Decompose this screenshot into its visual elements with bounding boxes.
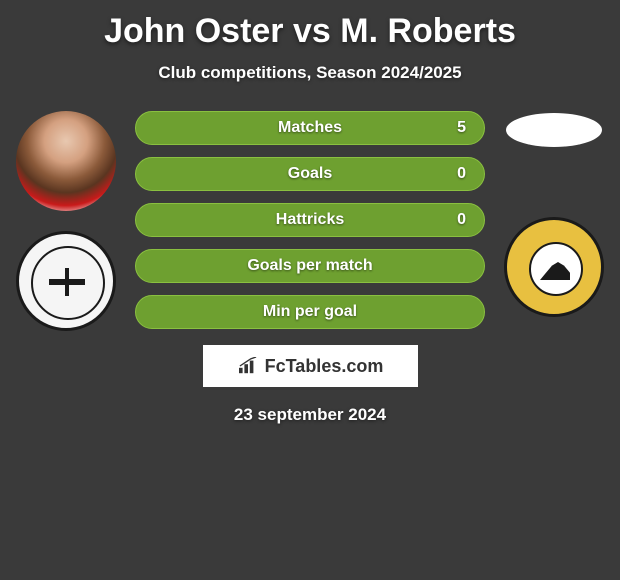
left-player-column [11, 111, 121, 331]
stat-label: Matches [278, 119, 342, 137]
stat-label: Min per goal [263, 303, 357, 321]
stats-column: Matches 5 Goals 0 Hattricks 0 Goals per match M… [135, 111, 485, 329]
stat-row: Goals per match [135, 249, 485, 283]
player-avatar-left [16, 111, 116, 211]
stat-label: Goals per match [247, 257, 372, 275]
chart-icon [237, 357, 259, 375]
subtitle: Club competitions, Season 2024/2025 [0, 63, 620, 83]
stat-right-value: 0 [446, 211, 466, 229]
stat-row: Goals 0 [135, 157, 485, 191]
right-player-column [499, 111, 609, 317]
stat-row: Hattricks 0 [135, 203, 485, 237]
club-badge-left [16, 231, 116, 331]
page-title: John Oster vs M. Roberts [0, 0, 620, 51]
stat-row: Min per goal [135, 295, 485, 329]
stat-label: Goals [288, 165, 332, 183]
club-badge-right [504, 217, 604, 317]
stat-right-value: 5 [446, 119, 466, 137]
brand-text: FcTables.com [265, 356, 384, 377]
brand-box[interactable]: FcTables.com [203, 345, 418, 387]
stat-label: Hattricks [276, 211, 344, 229]
player-avatar-right [506, 113, 602, 147]
date-text: 23 september 2024 [0, 405, 620, 425]
comparison-area: Matches 5 Goals 0 Hattricks 0 Goals per match M… [0, 111, 620, 331]
stat-row: Matches 5 [135, 111, 485, 145]
stat-right-value: 0 [446, 165, 466, 183]
